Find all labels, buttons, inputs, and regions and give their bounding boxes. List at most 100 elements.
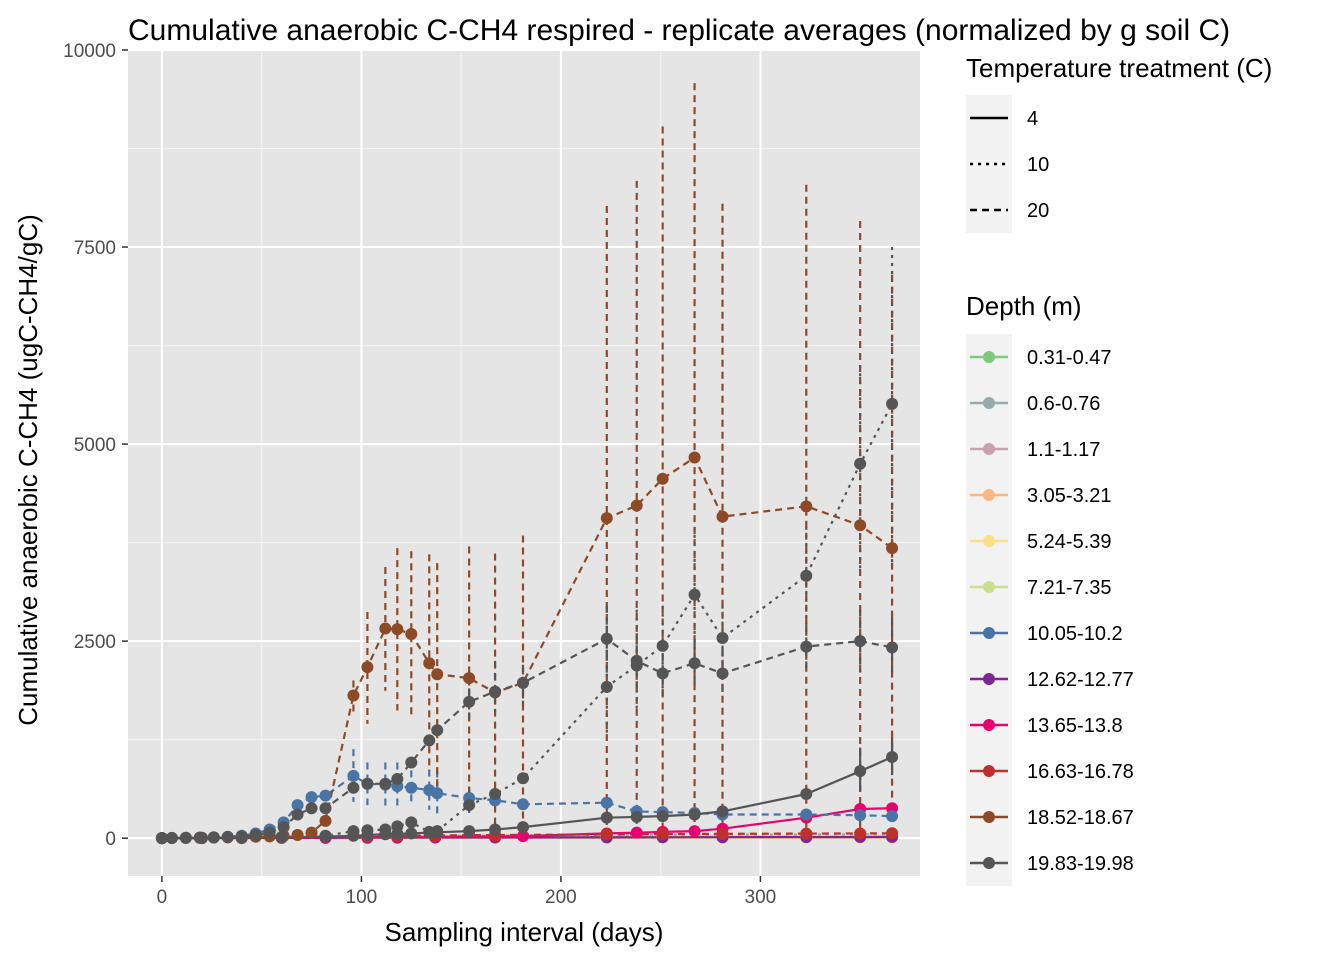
data-point-18.52-18.67-20c <box>347 689 360 702</box>
data-point-18.52-18.67-20c <box>716 510 729 523</box>
data-point-10.05-10.2-20c <box>319 789 332 802</box>
data-point-19.83-19.98-20c <box>800 640 813 653</box>
data-point-18.52-18.67-20c <box>854 519 867 532</box>
data-point-19.83-19.98-4c <box>656 810 669 823</box>
data-point-19.83-19.98-20c <box>263 826 276 839</box>
data-point-18.52-18.67-20c <box>886 542 899 555</box>
data-point-10.05-10.2-20c <box>854 809 867 822</box>
x-axis: 0 100 200 300 <box>157 876 777 908</box>
legend-linetype-label: 20 <box>1027 200 1049 222</box>
legend-color-label: 16.63-16.78 <box>1027 761 1134 783</box>
legend-color-label: 3.05-3.21 <box>1027 485 1112 507</box>
data-point-19.83-19.98-20c <box>716 667 729 680</box>
data-point-10.05-10.2-20c <box>405 781 418 794</box>
data-point-19.83-19.98-20c <box>305 802 318 815</box>
data-point-19.83-19.98-20c <box>165 832 178 845</box>
data-point-18.52-18.67-20c <box>423 657 436 670</box>
data-point-19.83-19.98-10c <box>716 631 729 644</box>
legend-depth-keys-bg <box>966 334 1012 886</box>
data-point-10.05-10.2-20c <box>305 791 318 804</box>
data-point-19.83-19.98-20c <box>379 777 392 790</box>
x-tick-label: 100 <box>346 887 378 908</box>
legend-color-label: 18.52-18.67 <box>1027 807 1134 829</box>
data-point-19.83-19.98-10c <box>854 457 867 470</box>
y-tick-label: 0 <box>105 829 116 850</box>
series-line-16.63-16.78-20c <box>161 832 893 840</box>
data-point-19.83-19.98-10c <box>319 829 332 842</box>
data-point-18.52-18.67-20c <box>630 499 643 512</box>
legend-color-key-point <box>983 351 995 363</box>
plot-panel <box>128 50 920 876</box>
legend-color-label: 0.31-0.47 <box>1027 347 1112 369</box>
data-point-19.83-19.98-10c <box>347 825 360 838</box>
legend-color-label: 19.83-19.98 <box>1027 853 1134 875</box>
legend-color-label: 10.05-10.2 <box>1027 623 1123 645</box>
data-point-10.05-10.2-20c <box>517 798 530 811</box>
legend-temperature-title: Temperature treatment (C) <box>966 53 1272 83</box>
data-point-19.83-19.98-20c <box>600 632 613 645</box>
data-point-16.63-16.78-20c <box>656 828 669 841</box>
data-point-19.83-19.98-20c <box>277 821 290 834</box>
data-point-19.83-19.98-20c <box>886 641 899 654</box>
data-point-18.52-18.67-20c <box>656 472 669 485</box>
data-point-19.83-19.98-20c <box>517 676 530 689</box>
data-point-19.83-19.98-4c <box>517 821 530 834</box>
data-point-18.52-18.67-20c <box>405 628 418 641</box>
data-point-19.83-19.98-10c <box>656 639 669 652</box>
data-point-19.83-19.98-4c <box>489 823 502 836</box>
x-tick-label: 200 <box>545 887 577 908</box>
series-points <box>155 397 899 845</box>
data-point-19.83-19.98-20c <box>656 667 669 680</box>
data-point-19.83-19.98-20c <box>489 685 502 698</box>
legend-color-label: 12.62-12.77 <box>1027 669 1134 691</box>
y-axis: 0 2500 5000 7500 10000 <box>63 41 128 850</box>
legend-color-label: 0.6-0.76 <box>1027 393 1100 415</box>
data-point-19.83-19.98-10c <box>361 824 374 837</box>
y-tick-label: 2500 <box>74 632 116 653</box>
data-point-19.83-19.98-10c <box>275 830 288 843</box>
data-point-19.83-19.98-20c <box>361 777 374 790</box>
x-axis-title: Sampling interval (days) <box>385 917 664 947</box>
data-point-13.65-13.8-4c <box>688 825 701 838</box>
data-point-19.83-19.98-20c <box>423 734 436 747</box>
data-point-19.83-19.98-20c <box>463 695 476 708</box>
legend-color-key-point <box>983 581 995 593</box>
data-point-19.83-19.98-10c <box>886 397 899 410</box>
legend-linetype-label: 10 <box>1027 154 1049 176</box>
data-point-18.52-18.67-20c <box>431 668 444 681</box>
legend-color-key-point <box>983 811 995 823</box>
x-tick-label: 300 <box>745 887 777 908</box>
legend-color-key-point <box>983 489 995 501</box>
data-point-16.63-16.78-20c <box>886 827 899 840</box>
data-point-18.52-18.67-20c <box>688 451 701 464</box>
data-point-19.83-19.98-20c <box>221 830 234 843</box>
data-point-18.52-18.67-20c <box>600 512 613 525</box>
legend-color-label: 13.65-13.8 <box>1027 715 1123 737</box>
data-point-19.83-19.98-4c <box>854 765 867 778</box>
data-point-10.05-10.2-20c <box>600 796 613 809</box>
legend-color-label: 5.24-5.39 <box>1027 531 1112 553</box>
data-point-19.83-19.98-20c <box>207 831 220 844</box>
legend-color-key-point <box>983 673 995 685</box>
y-tick-label: 7500 <box>74 238 116 259</box>
data-point-19.83-19.98-10c <box>391 820 404 833</box>
data-point-19.83-19.98-4c <box>600 811 613 824</box>
data-point-13.65-13.8-4c <box>630 826 643 839</box>
data-point-10.05-10.2-20c <box>431 787 444 800</box>
data-point-19.83-19.98-10c <box>800 569 813 582</box>
data-point-18.52-18.67-20c <box>800 500 813 513</box>
data-point-19.83-19.98-20c <box>405 756 418 769</box>
y-tick-label: 10000 <box>63 41 116 62</box>
legend-color-key-point <box>983 443 995 455</box>
data-point-19.83-19.98-20c <box>179 831 192 844</box>
data-point-19.83-19.98-10c <box>379 823 392 836</box>
legend-color-key-point <box>983 535 995 547</box>
data-point-19.83-19.98-10c <box>600 680 613 693</box>
chart-title: Cumulative anaerobic C-CH4 respired - re… <box>128 14 1230 47</box>
data-point-19.83-19.98-20c <box>688 657 701 670</box>
data-point-19.83-19.98-10c <box>405 816 418 829</box>
data-point-19.83-19.98-4c <box>800 788 813 801</box>
data-point-19.83-19.98-4c <box>688 808 701 821</box>
x-tick-label: 0 <box>157 887 168 908</box>
data-point-18.52-18.67-20c <box>391 623 404 636</box>
